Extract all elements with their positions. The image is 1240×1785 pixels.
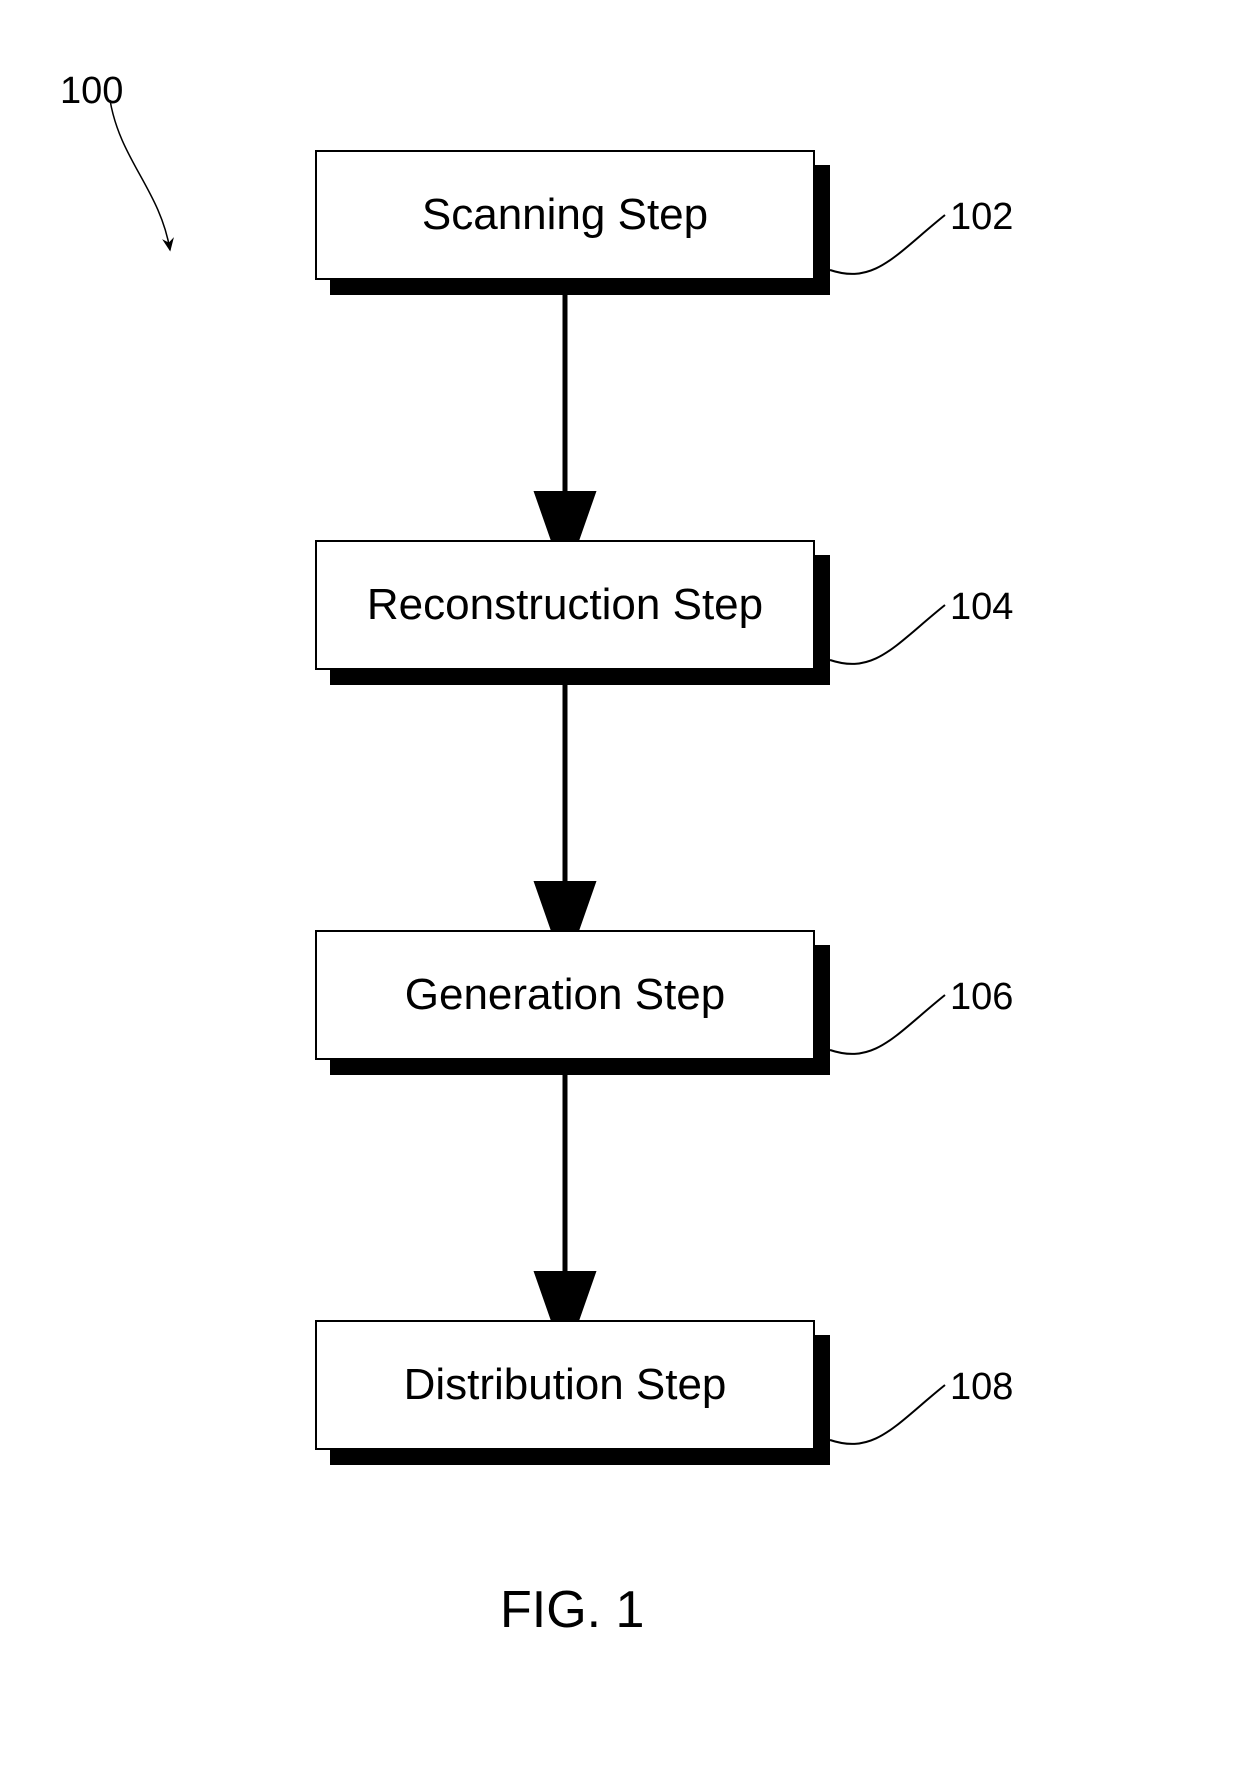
step-box-generation: Generation Step <box>315 930 815 1060</box>
reference-label: 106 <box>950 976 1013 1019</box>
step-box-distribution: Distribution Step <box>315 1320 815 1450</box>
callout-curve <box>830 215 945 274</box>
overall-pointer <box>110 100 170 250</box>
reference-label: 104 <box>950 586 1013 629</box>
step-label: Distribution Step <box>404 1360 727 1410</box>
step-box-reconstruction: Reconstruction Step <box>315 540 815 670</box>
step-label: Scanning Step <box>422 190 708 240</box>
callout-curve <box>830 1385 945 1444</box>
step-box-scanning: Scanning Step <box>315 150 815 280</box>
callout-curve <box>830 995 945 1054</box>
step-label: Reconstruction Step <box>367 580 763 630</box>
step-label: Generation Step <box>405 970 725 1020</box>
flowchart-canvas: Scanning Step 102 Reconstruction Step 104 Ge… <box>0 0 1240 1785</box>
callout-curve <box>830 605 945 664</box>
reference-label: 102 <box>950 196 1013 239</box>
figure-label: FIG. 1 <box>500 1580 644 1640</box>
reference-label: 108 <box>950 1366 1013 1409</box>
overall-reference-label: 100 <box>60 70 123 113</box>
